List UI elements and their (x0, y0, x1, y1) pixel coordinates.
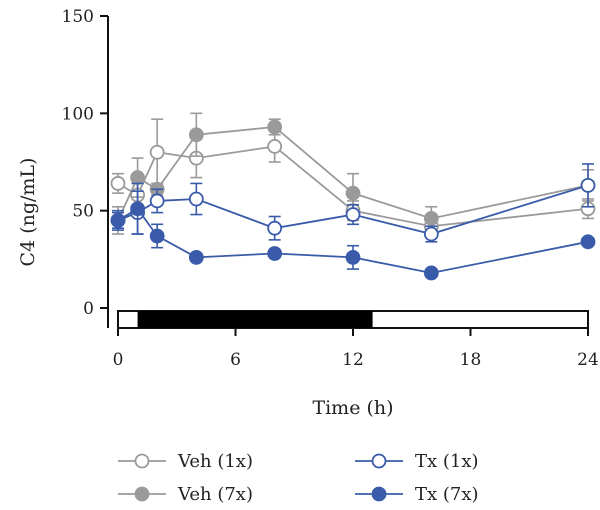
legend-label: Tx (1x) (415, 451, 479, 472)
data-point (130, 201, 145, 217)
data-point (188, 249, 204, 265)
data-point (267, 119, 283, 135)
data-point (110, 176, 126, 191)
x-tick-label: 12 (342, 350, 364, 370)
data-point (188, 191, 204, 207)
y-tick-label: 150 (62, 7, 94, 27)
data-point (267, 220, 283, 236)
legend-marker (371, 486, 387, 502)
legend-marker (371, 453, 387, 469)
data-point (345, 185, 361, 201)
data-point (149, 144, 165, 160)
x-tick-label: 24 (577, 350, 599, 370)
x-tick-label: 0 (113, 350, 124, 370)
data-point (188, 127, 204, 143)
series-1 (110, 118, 596, 235)
y-tick-label: 100 (62, 104, 94, 124)
plot-area (110, 112, 596, 281)
data-point (130, 170, 145, 185)
data-point (423, 211, 439, 226)
legend-item: Veh (1x) (118, 451, 253, 472)
dark-period (137, 311, 373, 328)
data-point (423, 265, 439, 281)
legend-marker (134, 453, 150, 469)
legend-marker (134, 486, 150, 502)
data-point (580, 177, 596, 193)
series-4 (110, 182, 596, 281)
data-point (149, 228, 165, 244)
x-axis-title: Time (h) (312, 397, 393, 419)
data-point (345, 249, 361, 265)
legend-item: Tx (7x) (355, 484, 479, 505)
legend-label: Veh (1x) (177, 451, 253, 472)
x-tick-label: 6 (230, 350, 241, 370)
data-point (149, 193, 165, 209)
legend-label: Veh (7x) (177, 484, 253, 505)
data-point (267, 246, 283, 261)
y-axis-title: C4 (ng/mL) (17, 158, 39, 267)
x-tick-label: 18 (460, 350, 482, 370)
data-point (267, 139, 283, 154)
y-tick-label: 0 (83, 299, 94, 319)
y-tick-label: 50 (72, 202, 94, 222)
data-point (423, 226, 439, 242)
legend-item: Veh (7x) (118, 484, 253, 505)
legend-label: Tx (7x) (415, 484, 479, 505)
series-line (117, 145, 589, 228)
data-point (345, 207, 361, 222)
legend: Veh (1x) Veh (7x) Tx (1x) Tx (7x) (118, 451, 479, 505)
legend-item: Tx (1x) (355, 451, 479, 472)
axes: 0 50 100 150 0 6 12 18 24 (62, 7, 599, 370)
data-point (110, 212, 126, 228)
data-point (580, 234, 596, 250)
